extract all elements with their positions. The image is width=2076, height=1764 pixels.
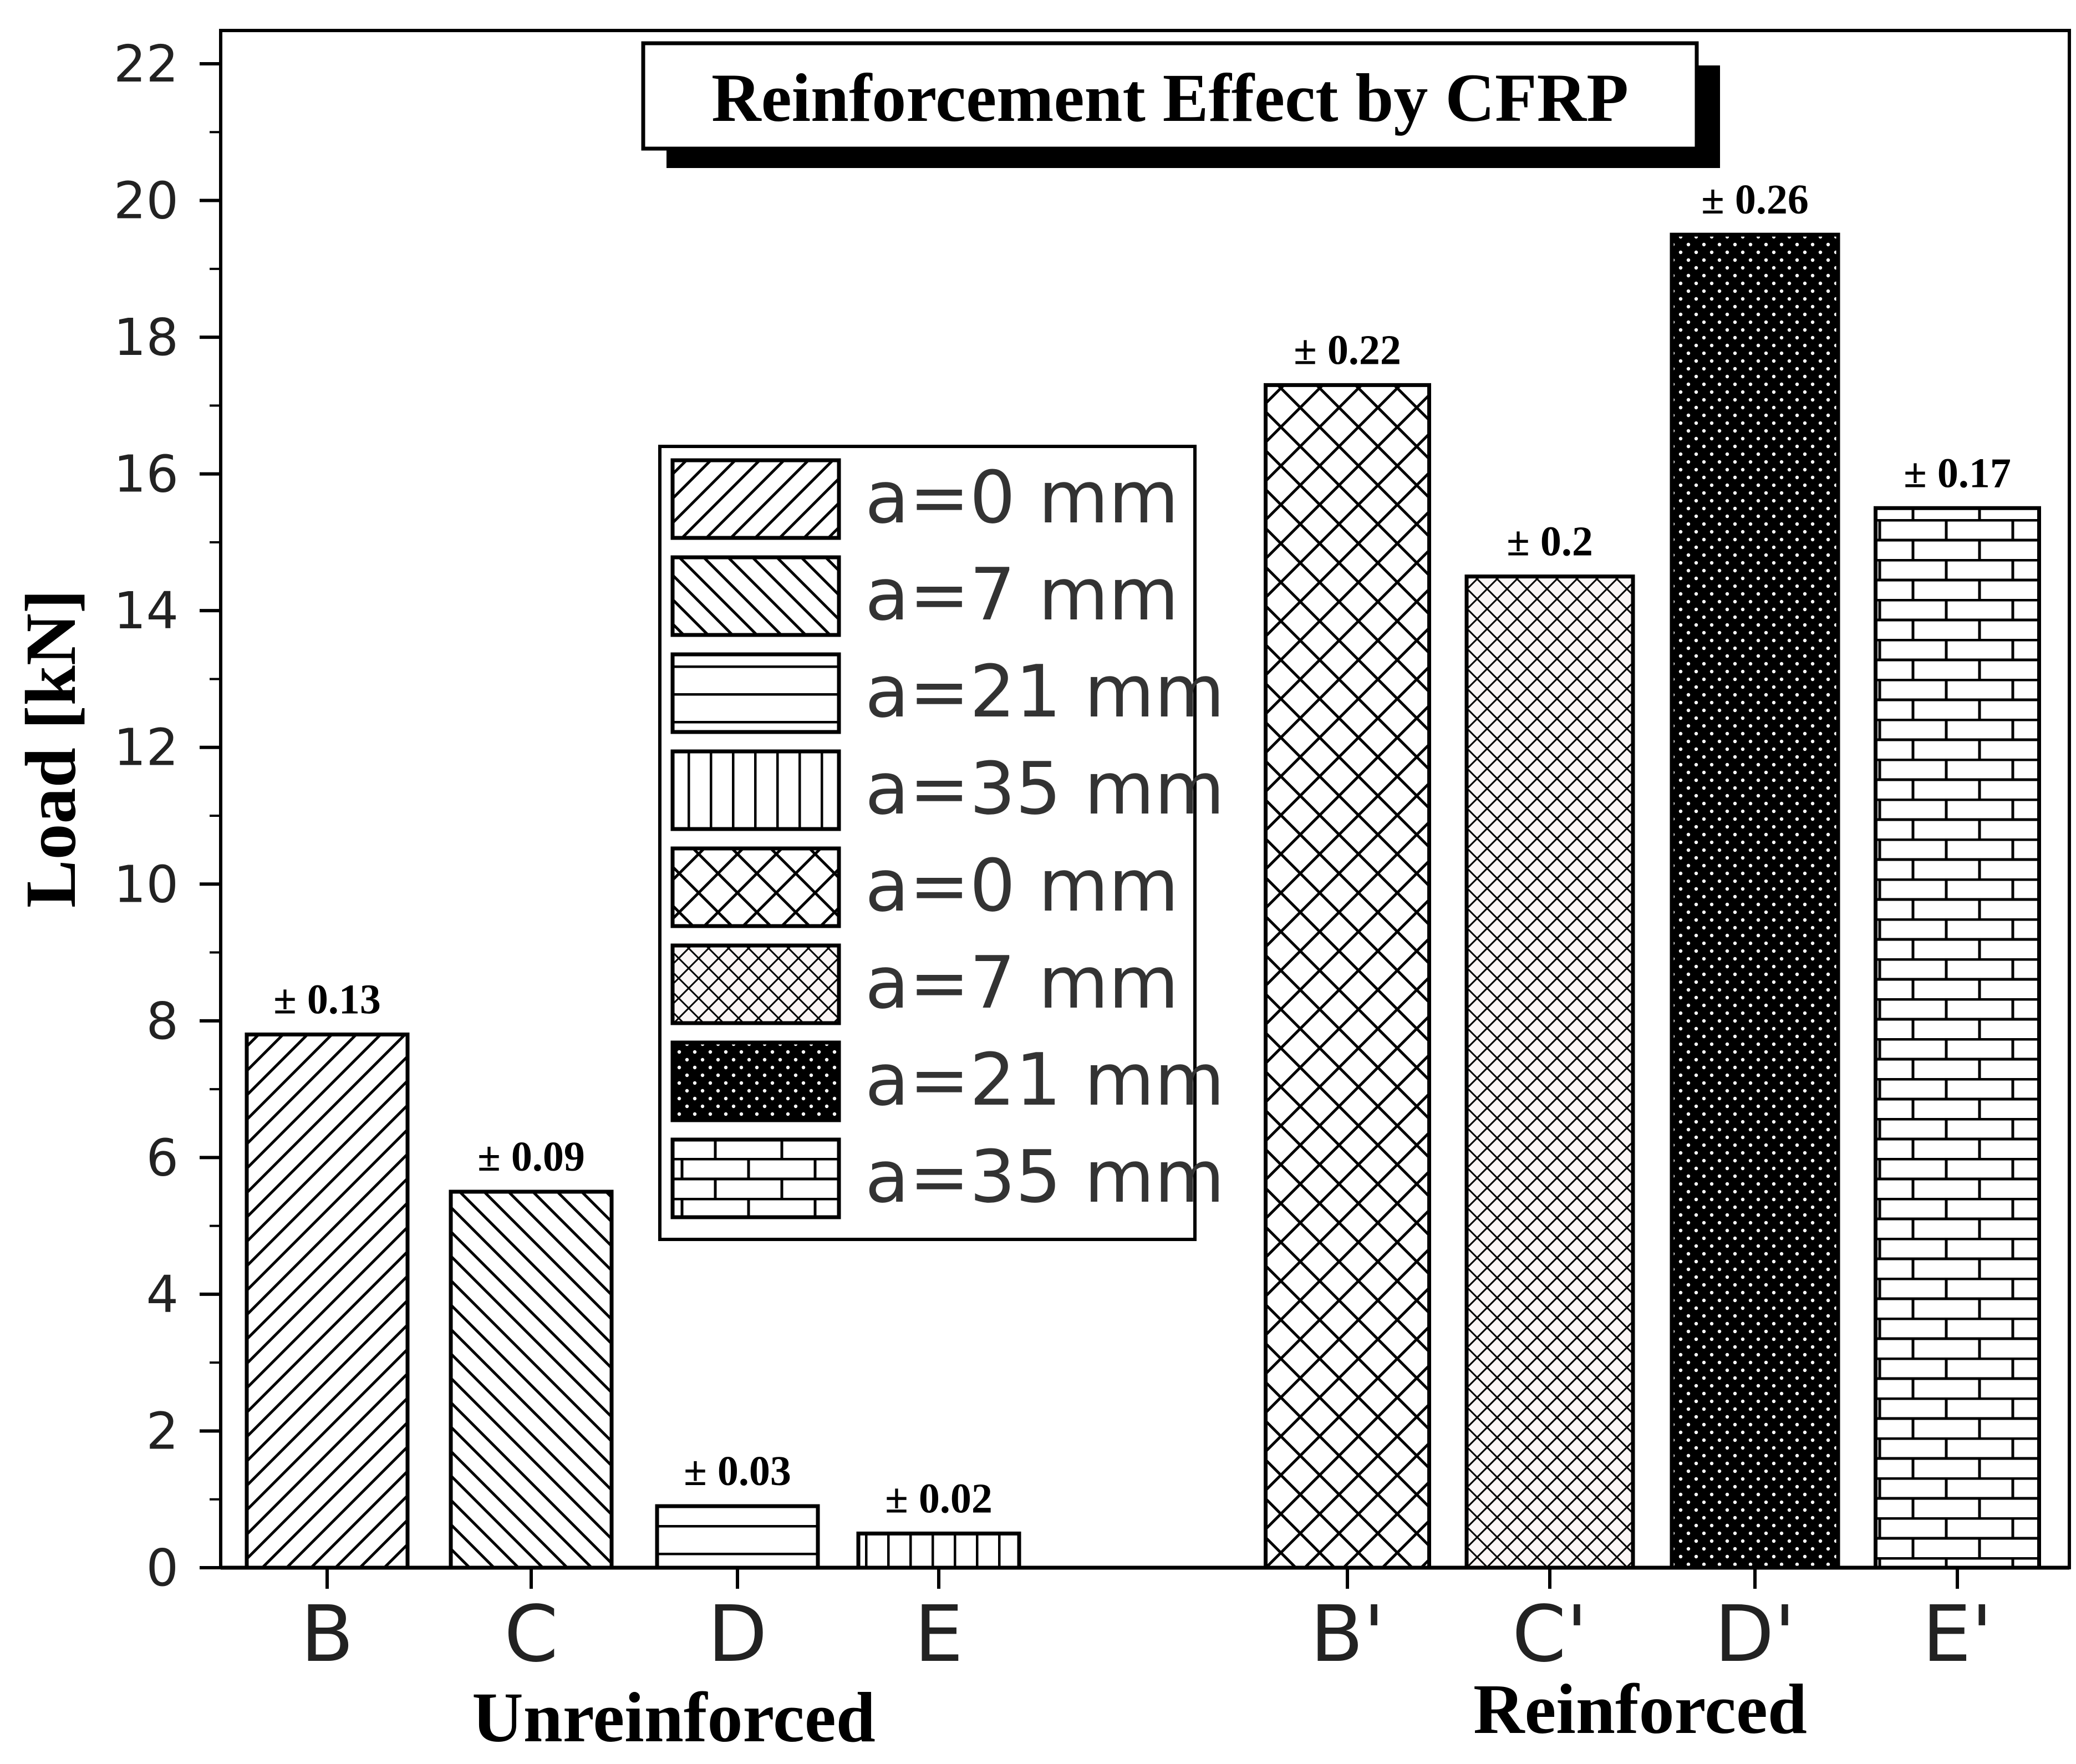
group-label-reinforced: Reinforced (1473, 1670, 1807, 1748)
error-labels: ± 0.13 ± 0.09 ± 0.03 ± 0.02 ± 0.22 ± 0.2 ± 0.2… (273, 176, 2011, 1522)
legend-swatch (670, 846, 841, 928)
y-tick-label: 10 (114, 855, 179, 914)
bar-e-prime (1874, 506, 2041, 1570)
error-label: ± 0.2 (1507, 518, 1593, 565)
legend-label: a=21 mm (865, 649, 1225, 734)
legend-label: a=35 mm (865, 1135, 1225, 1219)
x-tick-label: E (914, 1589, 963, 1680)
bar-e (856, 1531, 1021, 1570)
error-label: ± 0.09 (477, 1133, 585, 1180)
y-tick-label: 4 (146, 1265, 179, 1324)
legend-label: a=35 mm (865, 746, 1225, 831)
y-tick-label: 0 (146, 1538, 179, 1598)
error-label: ± 0.17 (1904, 450, 2011, 496)
y-tick-label: 22 (114, 34, 179, 94)
y-tick-label: 2 (146, 1401, 179, 1461)
error-label: ± 0.13 (273, 976, 381, 1023)
bar-d-prime (1670, 232, 1840, 1570)
title-box-frame (641, 41, 1699, 151)
bar-c-prime (1464, 575, 1635, 1570)
x-tick-label: B (301, 1589, 354, 1680)
y-tick-label: 12 (114, 718, 179, 777)
error-label: ± 0.22 (1294, 327, 1401, 373)
chart-title: Reinforcement Effect by CFRP (711, 60, 1629, 136)
bar-d (655, 1504, 820, 1570)
bar-b (245, 1032, 410, 1570)
legend-swatch (670, 1040, 841, 1122)
y-tick-label: 8 (146, 992, 179, 1051)
legend-swatch (670, 943, 841, 1025)
legend-swatch (670, 458, 841, 540)
x-tick-label: E' (1922, 1589, 1993, 1680)
y-tick-label: 18 (114, 308, 179, 367)
error-label: ± 0.26 (1701, 176, 1809, 223)
error-label: ± 0.02 (885, 1475, 993, 1522)
y-tick-label: 14 (114, 581, 179, 640)
y-axis-title: Load [kN] (11, 589, 91, 908)
legend-label: a=21 mm (865, 1038, 1225, 1122)
bars (245, 232, 2041, 1570)
legend-label: a=0 mm (865, 843, 1179, 928)
legend-swatch (670, 749, 841, 831)
x-tick-label: C' (1512, 1589, 1587, 1680)
error-label: ± 0.03 (684, 1448, 791, 1494)
legend-swatch (670, 1137, 841, 1219)
legend-label: a=0 mm (865, 455, 1179, 540)
legend-swatch (670, 652, 841, 734)
legend-swatch (670, 555, 841, 637)
x-tick-label: C (504, 1589, 558, 1680)
bar-b-prime (1264, 383, 1431, 1570)
x-tick-label: D' (1714, 1589, 1795, 1680)
y-axis: 0 2 4 6 8 10 12 14 16 18 20 22 (114, 34, 2069, 1598)
y-tick-label: 6 (146, 1128, 179, 1187)
group-label-unreinforced: Unreinforced (472, 1678, 876, 1757)
x-tick-label: B' (1310, 1589, 1385, 1680)
legend-label: a=7 mm (865, 552, 1179, 637)
y-tick-label: 16 (114, 445, 179, 504)
title-box: Reinforcement Effect by CFRP (641, 41, 1720, 168)
legend-label: a=7 mm (865, 941, 1179, 1025)
x-tick-label: D (708, 1589, 767, 1680)
bar-c (449, 1189, 614, 1570)
x-axis: B C D E B' C' D' E' (301, 1568, 1993, 1680)
legend: a=0 mm a=7 mm a=21 mm a=35 mm a=0 mm a=7 mm a=… (658, 445, 1225, 1241)
y-tick-label: 20 (114, 171, 179, 231)
